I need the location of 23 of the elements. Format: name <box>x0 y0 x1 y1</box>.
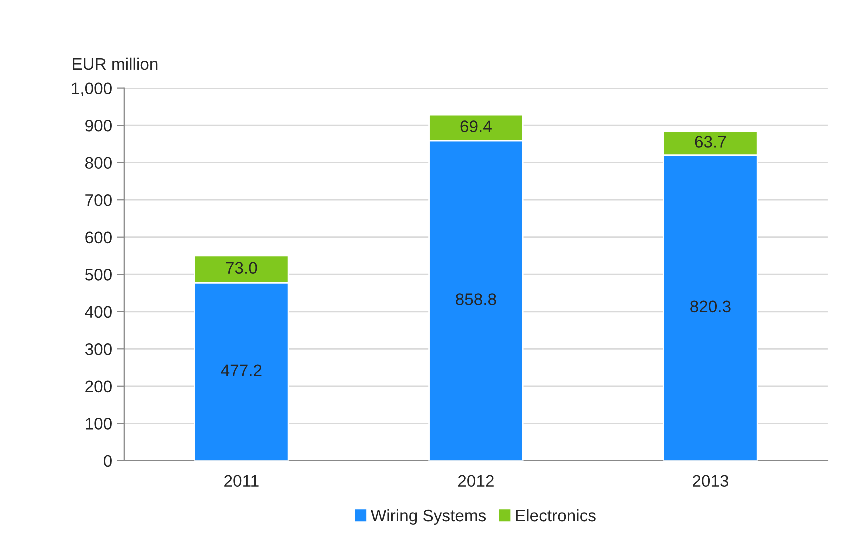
y-tick-label: 300 <box>85 344 112 356</box>
data-label: 63.7 <box>695 136 726 148</box>
y-tick-label: 1,000 <box>72 82 112 96</box>
y-tick-label: 100 <box>86 418 112 430</box>
y-axis-title: EUR million <box>73 58 158 70</box>
x-tick-label: 2013 <box>693 475 729 488</box>
y-tick-label: 200 <box>86 380 112 393</box>
x-tick-label: 2011 <box>224 475 259 488</box>
y-tick-label: 400 <box>85 306 112 318</box>
data-label: 69.4 <box>460 120 492 132</box>
y-tick-label: 900 <box>86 120 112 132</box>
data-label: 73.0 <box>226 262 258 274</box>
y-tick-label: 800 <box>86 157 112 170</box>
data-label: 820.3 <box>690 300 731 313</box>
y-tick-label: 700 <box>86 194 112 206</box>
data-label: 858.8 <box>456 294 496 306</box>
data-label: 477.2 <box>221 364 262 376</box>
y-tick-label: 500 <box>85 269 112 281</box>
y-tick-label: 0 <box>104 455 112 468</box>
y-tick-label: 600 <box>86 232 112 244</box>
legend-label: Wiring Systems <box>370 509 486 525</box>
legend-label: Electronics <box>516 509 596 522</box>
x-tick-label: 2012 <box>458 475 494 488</box>
